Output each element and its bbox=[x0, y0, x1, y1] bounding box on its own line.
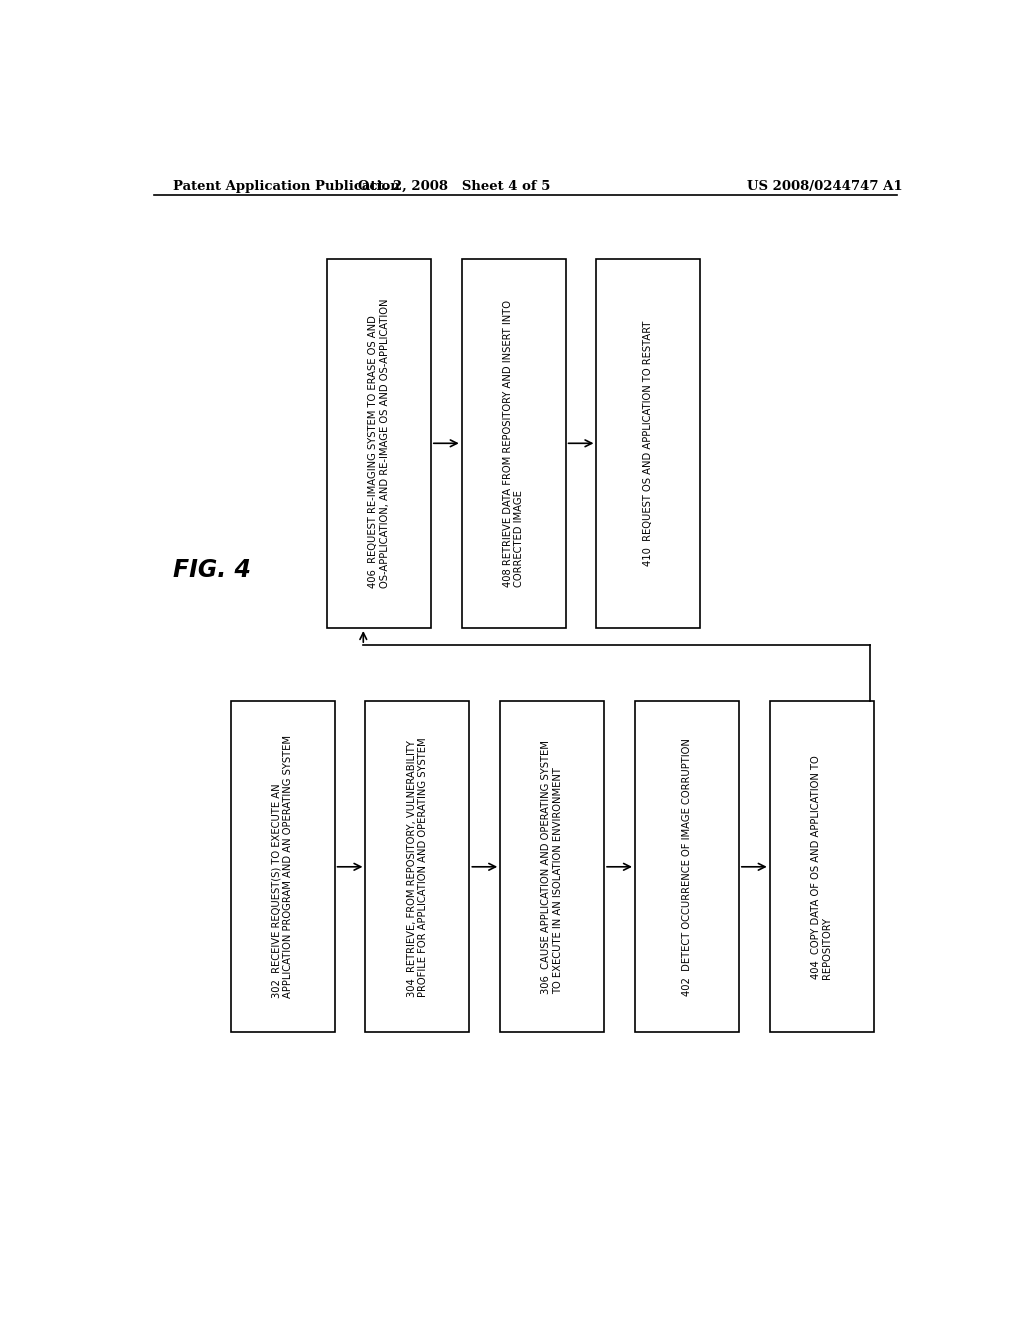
Bar bbox=[230, 701, 335, 1032]
Text: Oct. 2, 2008   Sheet 4 of 5: Oct. 2, 2008 Sheet 4 of 5 bbox=[357, 180, 550, 193]
Text: 402  DETECT OCCURRENCE OF IMAGE CORRUPTION: 402 DETECT OCCURRENCE OF IMAGE CORRUPTIO… bbox=[682, 738, 692, 995]
Bar bbox=[770, 701, 873, 1032]
Text: 306  CAUSE APPLICATION AND OPERATING SYSTEM
TO EXECUTE IN AN ISOLATION ENVIRONME: 306 CAUSE APPLICATION AND OPERATING SYST… bbox=[542, 741, 563, 994]
Text: US 2008/0244747 A1: US 2008/0244747 A1 bbox=[746, 180, 902, 193]
Bar bbox=[635, 701, 739, 1032]
Text: 410  REQUEST OS AND APPLICATION TO RESTART: 410 REQUEST OS AND APPLICATION TO RESTAR… bbox=[643, 321, 653, 566]
Text: 408 RETRIEVE DATA FROM REPOSITORY AND INSERT INTO
CORRECTED IMAGE: 408 RETRIEVE DATA FROM REPOSITORY AND IN… bbox=[503, 300, 524, 587]
Bar bbox=[327, 259, 431, 628]
Bar bbox=[500, 701, 604, 1032]
Text: 304  RETRIEVE, FROM REPOSITORY, VULNERABILITY
PROFILE FOR APPLICATION AND OPERAT: 304 RETRIEVE, FROM REPOSITORY, VULNERABI… bbox=[407, 737, 428, 997]
Text: Patent Application Publication: Patent Application Publication bbox=[173, 180, 399, 193]
Bar bbox=[596, 259, 700, 628]
Text: 302  RECEIVE REQUEST(S) TO EXECUTE AN
APPLICATION PROGRAM AND AN OPERATING SYSTE: 302 RECEIVE REQUEST(S) TO EXECUTE AN APP… bbox=[271, 735, 294, 998]
Text: 404  COPY DATA OF OS AND APPLICATION TO
REPOSITORY: 404 COPY DATA OF OS AND APPLICATION TO R… bbox=[811, 755, 833, 978]
Bar bbox=[366, 701, 469, 1032]
Bar bbox=[462, 259, 565, 628]
Text: 406  REQUEST RE-IMAGING SYSTEM TO ERASE OS AND
OS-APPLICATION, AND RE-IMAGE OS A: 406 REQUEST RE-IMAGING SYSTEM TO ERASE O… bbox=[368, 298, 390, 587]
Text: FIG. 4: FIG. 4 bbox=[173, 558, 251, 582]
